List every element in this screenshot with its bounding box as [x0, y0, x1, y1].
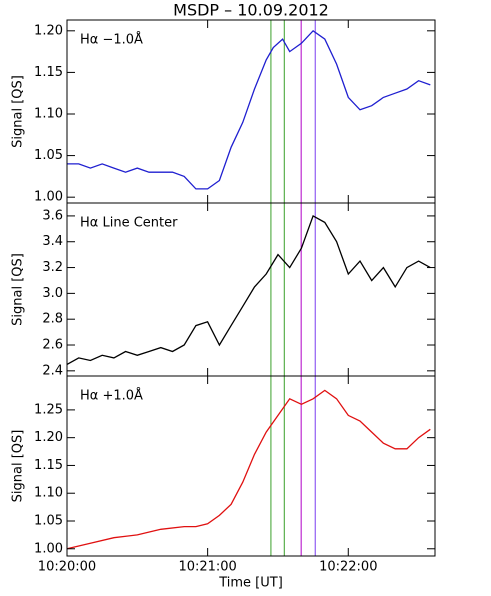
x-axis-label: Time [UT] [218, 576, 283, 591]
y-tick-label: 2.4 [42, 363, 63, 378]
y-tick-label: 1.10 [34, 106, 63, 121]
data-line [66, 389, 431, 550]
y-axis-label: Signal [QS] [11, 430, 26, 503]
y-tick-label: 2.8 [42, 312, 63, 327]
y-tick-label: 3.2 [42, 260, 63, 275]
y-tick-label: 1.15 [34, 65, 63, 80]
y-tick-label: 3.4 [42, 234, 63, 249]
y-tick-label: 3.6 [42, 208, 63, 223]
y-tick-label: 1.15 [34, 458, 63, 473]
y-tick-label: 1.05 [34, 514, 63, 529]
data-line [67, 29, 431, 190]
x-tick-label: 10:21:00 [178, 560, 236, 575]
y-tick-label: 3.0 [42, 286, 63, 301]
y-tick-label: 1.10 [34, 486, 63, 501]
y-tick-label: 1.05 [34, 148, 63, 163]
panel-annotation: Hα Line Center [80, 216, 178, 231]
chart-title: MSDP – 10.09.2012 [173, 1, 329, 20]
panel-annotation: Hα +1.0Å [80, 388, 143, 404]
panel-annotation: Hα −1.0Å [80, 32, 143, 48]
y-tick-label: 1.00 [34, 190, 63, 205]
y-tick-label: 1.20 [34, 430, 63, 445]
y-tick-label: 1.25 [34, 402, 63, 417]
data-line [66, 214, 431, 365]
y-axis-label: Signal [QS] [11, 75, 26, 148]
panel-frame [66, 375, 436, 557]
y-tick-label: 1.20 [34, 23, 63, 38]
x-tick-label: 10:20:00 [38, 560, 96, 575]
y-axis-label: Signal [QS] [11, 253, 26, 326]
y-tick-label: 1.00 [34, 541, 63, 556]
y-tick-label: 2.6 [42, 338, 63, 353]
x-tick-label: 10:22:00 [319, 560, 377, 575]
